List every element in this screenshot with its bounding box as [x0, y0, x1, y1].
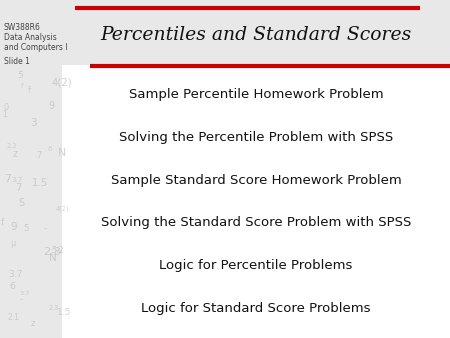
Text: 3: 3 [30, 118, 36, 128]
Text: 7: 7 [4, 174, 12, 184]
Text: 2.3: 2.3 [43, 247, 61, 257]
Text: 4(2): 4(2) [51, 78, 72, 88]
Text: Logic for Percentile Problems: Logic for Percentile Problems [159, 259, 353, 272]
Text: SW388R6: SW388R6 [4, 23, 41, 32]
Text: Slide 1: Slide 1 [4, 57, 30, 66]
Text: 2.3: 2.3 [7, 143, 17, 149]
Text: 1: 1 [2, 110, 6, 119]
Bar [62, 65, 450, 338]
Text: 5: 5 [24, 223, 29, 233]
Text: 6: 6 [10, 282, 16, 291]
Text: 5: 5 [18, 71, 23, 80]
Text: Sample Percentile Homework Problem: Sample Percentile Homework Problem [129, 88, 383, 101]
Text: Solving the Percentile Problem with SPSS: Solving the Percentile Problem with SPSS [119, 131, 393, 144]
Text: Logic for Standard Score Problems: Logic for Standard Score Problems [141, 302, 371, 315]
Text: f: f [21, 82, 24, 89]
Text: 4(2): 4(2) [56, 205, 69, 212]
Text: and Computers I: and Computers I [4, 43, 68, 52]
Text: 3.7: 3.7 [20, 291, 30, 296]
Text: -: - [44, 224, 47, 233]
Text: 2.1: 2.1 [8, 313, 20, 322]
Text: 9: 9 [11, 222, 17, 232]
Text: Data Analysis: Data Analysis [4, 33, 57, 42]
Text: Sample Standard Score Homework Problem: Sample Standard Score Homework Problem [111, 174, 401, 187]
Text: 7: 7 [37, 151, 42, 160]
Text: 1.5: 1.5 [32, 178, 49, 188]
Bar [62, 0, 450, 65]
Text: S: S [18, 198, 25, 208]
Text: z: z [13, 149, 18, 159]
Text: f: f [1, 218, 4, 227]
Text: f: f [28, 86, 31, 95]
Text: μ: μ [10, 239, 16, 247]
Text: -: - [19, 295, 22, 305]
Text: N: N [49, 253, 56, 263]
Bar [0, 0, 62, 338]
Text: 2.3: 2.3 [49, 305, 59, 311]
Text: 1.5: 1.5 [57, 308, 71, 317]
Text: 3.7: 3.7 [12, 177, 23, 183]
Text: 6: 6 [47, 146, 51, 152]
Text: 0: 0 [4, 103, 9, 112]
Text: N: N [58, 148, 67, 159]
Text: 3.7: 3.7 [8, 270, 22, 279]
Text: Solving the Standard Score Problem with SPSS: Solving the Standard Score Problem with … [101, 216, 411, 230]
Text: 9: 9 [49, 101, 54, 111]
Text: 7: 7 [15, 183, 22, 193]
Text: 5.2: 5.2 [52, 246, 64, 255]
Text: z: z [31, 319, 35, 328]
Text: Percentiles and Standard Scores: Percentiles and Standard Scores [100, 25, 412, 44]
